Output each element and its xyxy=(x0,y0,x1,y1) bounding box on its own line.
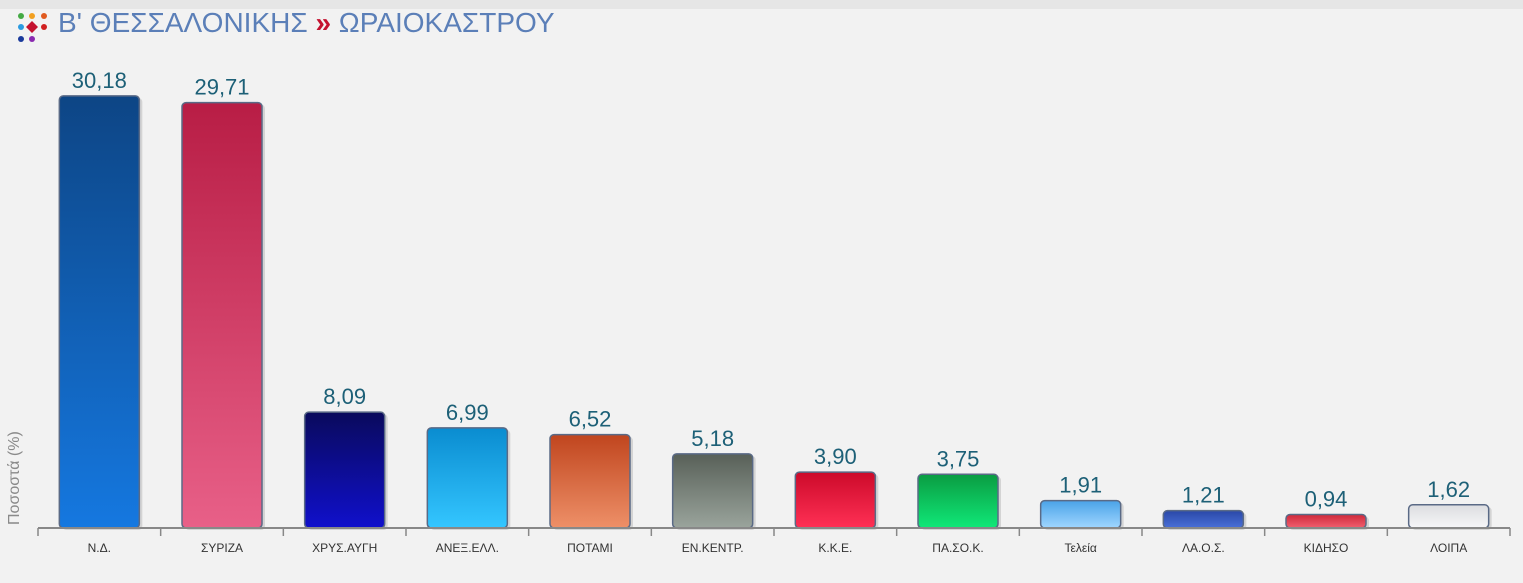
bar-value-label: 29,71 xyxy=(194,75,249,100)
category-label: ΑΝΕΞ.ΕΛΛ. xyxy=(436,541,499,555)
category-label: ΣΥΡΙΖΑ xyxy=(201,541,243,555)
bar-5[interactable] xyxy=(549,433,631,529)
category-label: ΚΙΔΗΣΟ xyxy=(1304,541,1349,555)
bar-9[interactable] xyxy=(1039,499,1122,529)
bar-7[interactable] xyxy=(794,471,877,529)
bar-4[interactable] xyxy=(426,427,509,529)
bar-3[interactable] xyxy=(303,411,386,529)
bar-6[interactable] xyxy=(671,453,754,529)
bar-11[interactable] xyxy=(1285,513,1367,529)
page-title: Β' ΘΕΣΣΑΛΟΝΙΚΗΣ » ΩΡΑΙΟΚΑΣΤΡΟΥ xyxy=(58,6,555,40)
title-area: ΩΡΑΙΟΚΑΣΤΡΟΥ xyxy=(338,7,555,38)
bar-12[interactable] xyxy=(1407,504,1490,529)
bar-1[interactable] xyxy=(58,95,141,529)
bar-value-label: 1,21 xyxy=(1182,483,1225,508)
bar-value-label: 1,91 xyxy=(1059,473,1102,498)
bar-value-label: 6,52 xyxy=(569,407,612,432)
bar-2[interactable] xyxy=(181,101,263,529)
bar-value-label: 3,75 xyxy=(937,446,980,471)
bar-8[interactable] xyxy=(917,473,999,529)
title-separator: » xyxy=(315,7,332,38)
category-label: ΕΝ.ΚΕΝΤΡ. xyxy=(682,541,744,555)
bar-value-label: 3,90 xyxy=(814,444,857,469)
bar-value-label: 0,94 xyxy=(1305,487,1348,512)
bar-value-label: 30,18 xyxy=(72,68,127,93)
party-dots-logo-icon xyxy=(18,13,47,42)
title-region: Β' ΘΕΣΣΑΛΟΝΙΚΗΣ xyxy=(58,7,308,38)
bar-value-label: 8,09 xyxy=(323,384,366,409)
bar-value-label: 6,99 xyxy=(446,400,489,425)
category-label: ΛΑ.Ο.Σ. xyxy=(1182,541,1225,555)
bar-10[interactable] xyxy=(1162,509,1245,529)
category-label: Ν.Δ. xyxy=(88,541,111,555)
bar-value-label: 5,18 xyxy=(691,426,734,451)
category-label: Κ.Κ.Ε. xyxy=(818,541,852,555)
category-label: ΠΟΤΑΜΙ xyxy=(567,541,613,555)
bar-value-label: 1,62 xyxy=(1427,477,1470,502)
category-label: ΠΑ.ΣΟ.Κ. xyxy=(932,541,983,555)
top-strip xyxy=(0,0,1523,9)
category-label: ΧΡΥΣ.ΑΥΓΗ xyxy=(312,541,377,555)
category-label: Τελεία xyxy=(1065,541,1097,555)
category-label: ΛΟΙΠΑ xyxy=(1430,541,1467,555)
